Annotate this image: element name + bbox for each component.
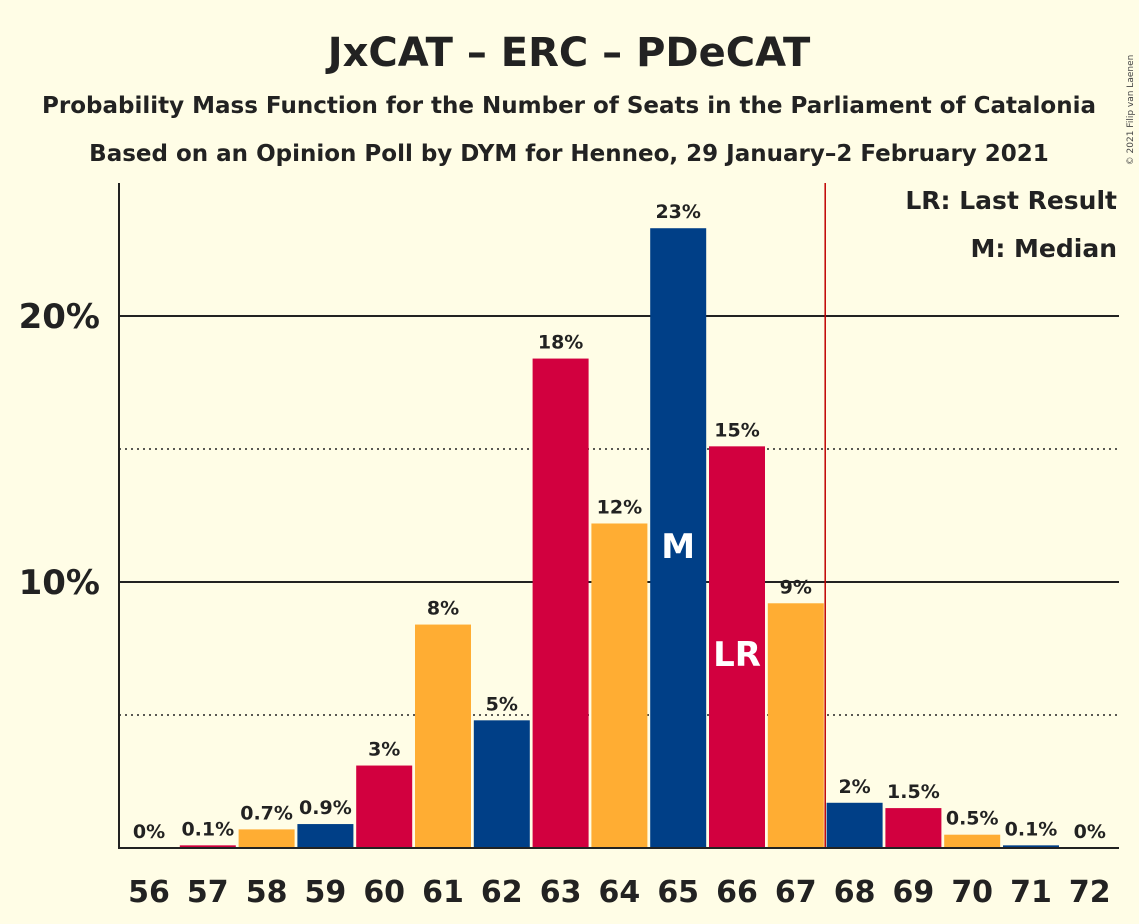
x-tick-label-66: 66	[716, 875, 758, 910]
labels-layer: 10% 20% 0% 56 0.1% 57 0.7% 58 0.9% 59 3% 60 8% 61 5% 62…	[19, 201, 1111, 910]
value-label-67: 9%	[780, 576, 812, 598]
x-tick-label-70: 70	[951, 875, 993, 910]
x-tick-label-65: 65	[657, 875, 699, 910]
x-tick-label-69: 69	[893, 875, 935, 910]
value-label-57: 0.1%	[181, 818, 234, 840]
bar-65	[650, 228, 707, 849]
bar-58	[238, 829, 295, 848]
chart-title: JxCAT – ERC – PDeCAT	[325, 30, 811, 76]
x-tick-label-58: 58	[246, 875, 288, 910]
y-tick-label-0: 10%	[19, 563, 100, 603]
value-label-70: 0.5%	[946, 808, 999, 830]
value-label-68: 2%	[838, 776, 870, 798]
value-label-60: 3%	[368, 739, 400, 761]
legend: LR: Last Result M: Median	[905, 186, 1117, 263]
bar-63	[532, 358, 589, 848]
value-label-58: 0.7%	[240, 802, 293, 824]
value-label-65: 23%	[655, 201, 700, 223]
bars-layer	[179, 228, 1059, 849]
axes-layer	[118, 183, 1119, 849]
copyright-note: © 2021 Filip van Laenen	[1126, 55, 1136, 166]
bar-61	[415, 624, 471, 848]
value-label-56: 0%	[133, 821, 165, 843]
bar-69	[885, 808, 942, 848]
bar-67	[767, 603, 824, 848]
chart-subtitle-2: Based on an Opinion Poll by DYM for Henn…	[89, 141, 1049, 167]
value-label-64: 12%	[597, 496, 642, 518]
value-label-63: 18%	[538, 332, 583, 354]
bar-57	[179, 845, 236, 848]
x-tick-label-60: 60	[363, 875, 405, 910]
bar-70	[944, 834, 1001, 848]
legend-item-median: M: Median	[970, 234, 1117, 263]
value-label-71: 0.1%	[1005, 818, 1058, 840]
bar-59	[297, 824, 354, 848]
value-label-61: 8%	[427, 598, 459, 620]
bar-68	[826, 802, 883, 848]
bar-62	[473, 720, 530, 848]
legend-item-last-result: LR: Last Result	[905, 186, 1117, 215]
bar-64	[591, 523, 648, 848]
x-tick-label-61: 61	[422, 875, 464, 910]
value-label-69: 1.5%	[887, 781, 940, 803]
x-tick-label-57: 57	[187, 875, 229, 910]
bar-71	[1003, 845, 1059, 848]
value-label-72: 0%	[1074, 821, 1106, 843]
value-label-62: 5%	[486, 693, 518, 715]
bar-66	[709, 446, 765, 848]
x-tick-label-71: 71	[1010, 875, 1052, 910]
median-marker: M	[661, 527, 695, 567]
x-tick-label-72: 72	[1069, 875, 1111, 910]
x-tick-label-56: 56	[128, 875, 170, 910]
x-tick-label-62: 62	[481, 875, 523, 910]
last-result-marker: LR	[713, 635, 761, 675]
x-tick-label-68: 68	[834, 875, 876, 910]
x-tick-label-67: 67	[775, 875, 817, 910]
y-tick-label-1: 20%	[19, 297, 100, 337]
value-label-59: 0.9%	[299, 797, 352, 819]
value-label-66: 15%	[714, 419, 759, 441]
chart-subtitle-1: Probability Mass Function for the Number…	[42, 93, 1096, 119]
bar-60	[356, 765, 413, 848]
x-tick-label-59: 59	[305, 875, 347, 910]
x-tick-label-64: 64	[599, 875, 641, 910]
x-tick-label-63: 63	[540, 875, 582, 910]
